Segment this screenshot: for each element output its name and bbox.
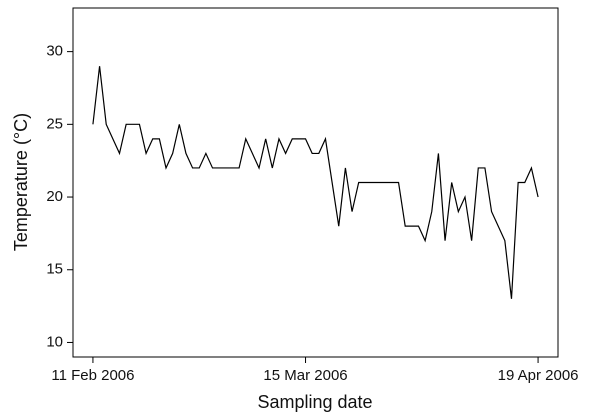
y-tick-label: 10	[46, 333, 63, 350]
x-tick-label: 19 Apr 2006	[498, 367, 579, 384]
y-tick-label: 20	[46, 188, 63, 205]
plot-frame	[72, 7, 559, 358]
y-tick-label: 15	[46, 261, 63, 278]
y-tick-label: 25	[46, 115, 63, 132]
y-tick-label: 30	[46, 43, 63, 60]
x-tick-label: 11 Feb 2006	[51, 367, 134, 384]
y-axis-title: Temperature (°C)	[11, 113, 31, 251]
x-tick-label: 15 Mar 2006	[263, 367, 347, 384]
data-line	[92, 66, 539, 299]
x-axis-title: Sampling date	[257, 392, 372, 412]
